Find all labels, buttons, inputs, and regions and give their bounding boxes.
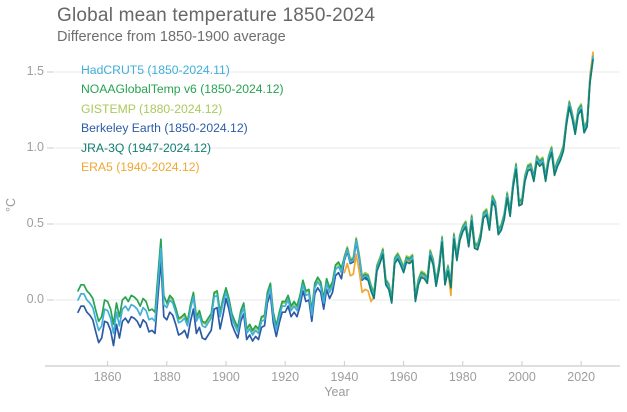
legend-item-era5[interactable]: ERA5 (1940-2024.12) <box>81 160 200 175</box>
legend-item-hadcrut5[interactable]: HadCRUT5 (1850-2024.11) <box>81 63 230 77</box>
x-tick-label: 1880 <box>152 370 181 384</box>
legend-item-noaaglobaltemp[interactable]: NOAAGlobalTemp v6 (1850-2024.12) <box>81 82 284 97</box>
x-tick-label: 2020 <box>567 370 596 384</box>
x-tick-label: 2000 <box>508 370 536 384</box>
x-tick-label: 1960 <box>389 370 418 384</box>
x-tick-label: 1920 <box>271 370 300 384</box>
y-tick-label: 1.0 <box>26 140 44 154</box>
legend-item-gistemp[interactable]: GISTEMP (1880-2024.12) <box>81 101 223 116</box>
y-tick-label: 0.5 <box>26 216 44 230</box>
y-tick-label: 1.5 <box>26 64 44 78</box>
x-axis-title: Year <box>324 385 350 399</box>
x-tick-label: 1900 <box>212 370 240 384</box>
x-tick-label: 1980 <box>448 370 477 384</box>
chart-title: Global mean temperature 1850-2024 <box>57 5 376 26</box>
legend-item-jra-3q[interactable]: JRA-3Q (1947-2024.12) <box>81 140 212 155</box>
legend: HadCRUT5 (1850-2024.11) NOAAGlobalTemp v… <box>81 61 284 177</box>
x-tick-label: 1860 <box>93 370 122 384</box>
series-line-hadcrut5 <box>77 55 594 336</box>
series-line-era5 <box>343 51 594 303</box>
chart-subtitle: Difference from 1850-1900 average <box>57 29 286 45</box>
x-tick-label: 1940 <box>330 370 359 384</box>
legend-item-berkeley-earth[interactable]: Berkeley Earth (1850-2024.12) <box>81 121 248 136</box>
y-tick-label: 0.0 <box>26 292 44 306</box>
series-line-jra-3q <box>364 58 594 304</box>
